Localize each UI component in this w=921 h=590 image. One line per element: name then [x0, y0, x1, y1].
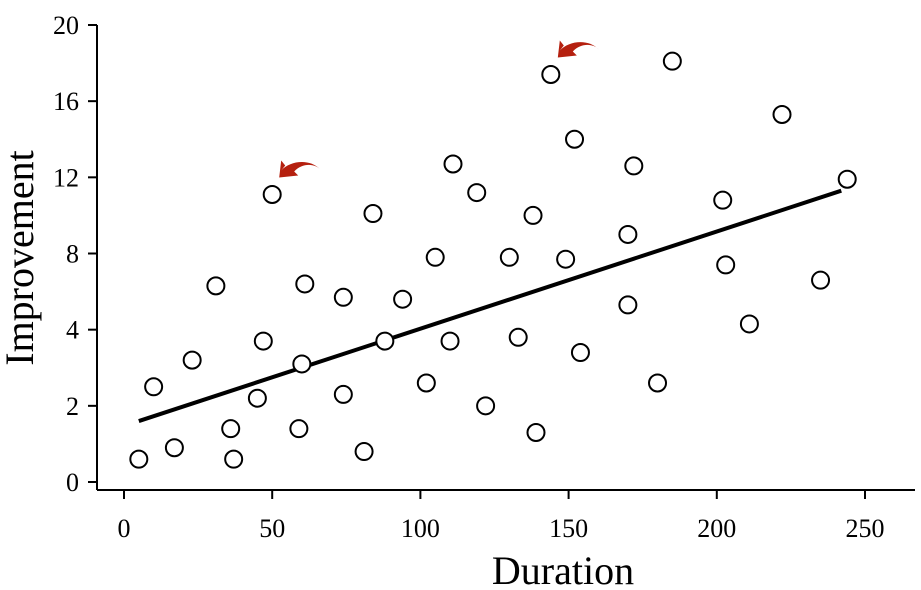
data-point	[811, 270, 831, 290]
x-tick-label: 150	[549, 514, 588, 543]
data-point	[565, 129, 585, 149]
data-point	[393, 289, 413, 309]
data-point	[262, 184, 282, 204]
annotations	[279, 40, 599, 178]
data-point	[556, 249, 576, 269]
data-point	[618, 295, 638, 315]
data-point	[375, 331, 395, 351]
y-axis-title: Improvement	[0, 150, 42, 366]
data-point	[333, 384, 353, 404]
data-point	[182, 350, 202, 370]
data-point	[624, 156, 644, 176]
data-point	[440, 331, 460, 351]
data-point	[739, 314, 759, 334]
data-point	[837, 169, 857, 189]
data-point	[292, 354, 312, 374]
y-tick-label: 12	[53, 163, 79, 192]
data-point	[354, 442, 374, 462]
data-point	[772, 104, 792, 124]
curved-arrow-icon	[557, 40, 599, 58]
y-tick-label: 16	[53, 87, 79, 116]
x-tick-label: 0	[118, 514, 131, 543]
y-tick-label: 20	[53, 11, 79, 40]
data-point	[713, 190, 733, 210]
data-point	[333, 287, 353, 307]
data-point	[247, 388, 267, 408]
data-point	[295, 274, 315, 294]
data-point	[523, 205, 543, 225]
x-tick-label: 50	[259, 514, 285, 543]
data-point	[253, 331, 273, 351]
y-tick-label: 4	[66, 316, 79, 345]
x-tick-label: 100	[401, 514, 440, 543]
data-point	[467, 183, 487, 203]
data-point	[499, 247, 519, 267]
data-points	[129, 51, 857, 469]
y-tick-label: 8	[66, 240, 79, 269]
data-point	[508, 327, 528, 347]
data-point	[289, 419, 309, 439]
x-tick-label: 200	[697, 514, 736, 543]
y-tick-label: 0	[66, 468, 79, 497]
data-point	[206, 276, 226, 296]
data-point	[541, 65, 561, 85]
curved-arrow-icon	[279, 160, 321, 178]
data-point	[648, 373, 668, 393]
data-point	[144, 377, 164, 397]
data-point	[416, 373, 436, 393]
data-point	[363, 204, 383, 224]
data-point	[129, 449, 149, 469]
data-point	[570, 343, 590, 363]
ticks: 0 50 100 150 200 250 0 2 4 8 12 16 20	[53, 11, 885, 543]
data-point	[164, 438, 184, 458]
data-point	[716, 255, 736, 275]
data-point	[221, 419, 241, 439]
data-point	[662, 51, 682, 71]
data-point	[425, 247, 445, 267]
data-point	[443, 154, 463, 174]
axes	[96, 25, 915, 491]
y-tick-label: 2	[66, 392, 79, 421]
x-axis-title: Duration	[492, 548, 634, 590]
trend-line	[138, 188, 842, 423]
data-point	[526, 422, 546, 442]
data-point	[224, 449, 244, 469]
trend-line-group	[138, 188, 842, 423]
data-point	[476, 396, 496, 416]
data-point	[618, 224, 638, 244]
x-tick-label: 250	[846, 514, 885, 543]
